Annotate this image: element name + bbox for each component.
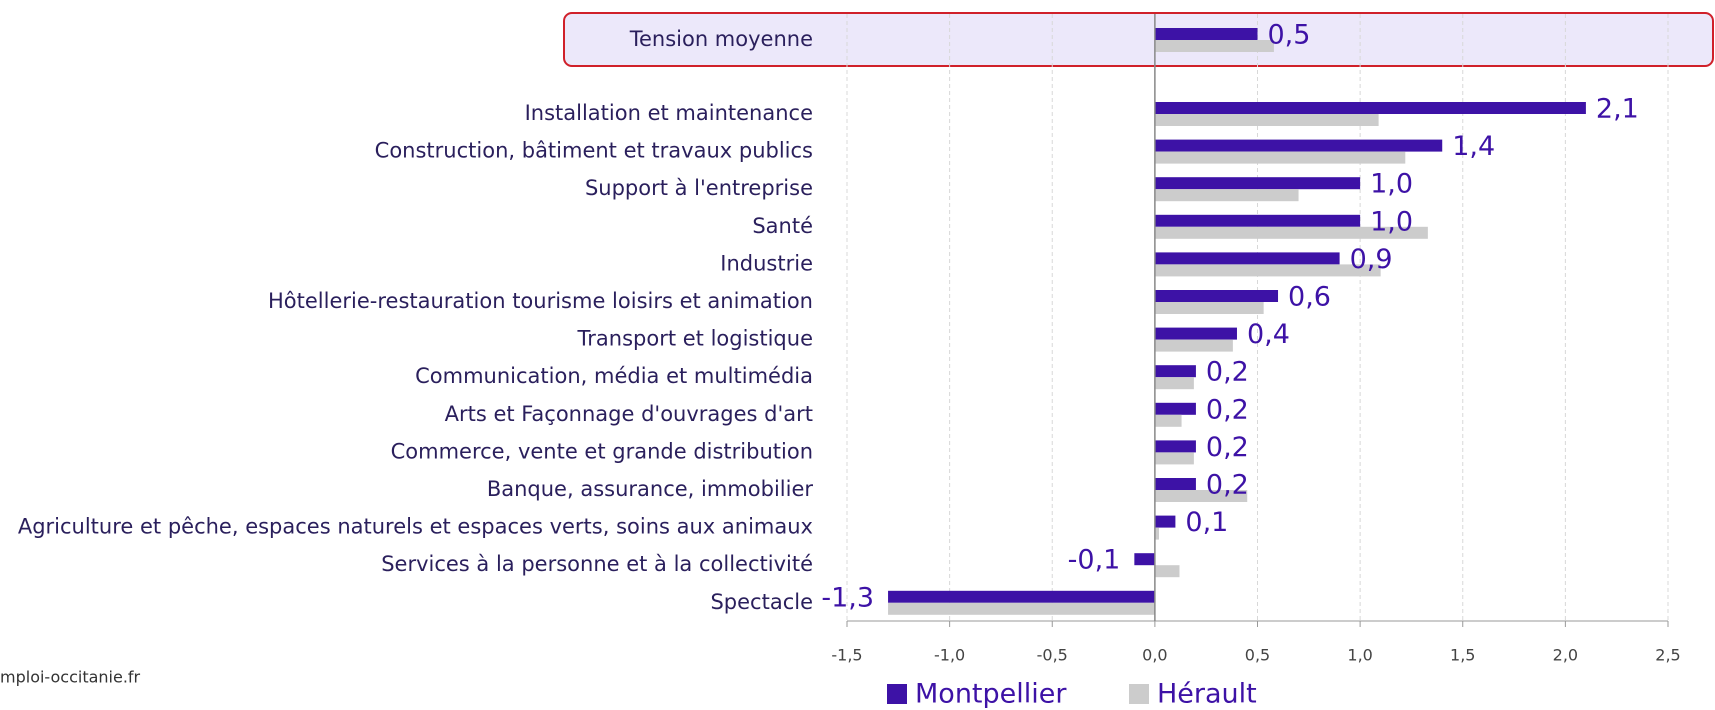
bar <box>1154 527 1159 540</box>
value-label: 1,0 <box>1370 206 1413 237</box>
category-label: Transport et logistique <box>577 327 813 351</box>
value-label: 0,2 <box>1206 394 1249 425</box>
bar <box>1154 377 1194 390</box>
category-label: Construction, bâtiment et travaux public… <box>375 139 813 163</box>
value-label: 0,1 <box>1185 507 1228 538</box>
category-label: Tension moyenne <box>629 27 813 51</box>
x-tick-label: -1,0 <box>934 646 965 665</box>
bar <box>1154 515 1176 528</box>
category-label: Santé <box>752 214 813 238</box>
bar <box>888 602 1155 615</box>
category-label: Agriculture et pêche, espaces naturels e… <box>18 515 813 539</box>
legend-label: Hérault <box>1157 679 1257 710</box>
bar <box>1154 214 1361 227</box>
highlight-box <box>563 12 1714 67</box>
bar <box>1154 28 1258 40</box>
x-tick-label: -0,5 <box>1037 646 1068 665</box>
source: mploi-occitanie.fr <box>0 668 141 687</box>
value-label: 0,5 <box>1268 20 1311 51</box>
x-tick-label: 0,0 <box>1142 646 1167 665</box>
value-label: -0,1 <box>1068 545 1121 576</box>
legend-label: Montpellier <box>915 679 1067 710</box>
bar <box>1154 302 1264 314</box>
category-label: Hôtellerie-restauration tourisme loisirs… <box>268 289 813 313</box>
x-tick-label: 2,5 <box>1655 646 1680 665</box>
bar <box>1154 490 1248 502</box>
bar <box>1154 565 1180 578</box>
value-label: 0,2 <box>1206 432 1249 463</box>
category-label: Services à la personne et à la collectiv… <box>381 552 813 576</box>
bar <box>1154 264 1381 277</box>
value-label: 0,6 <box>1288 282 1331 313</box>
bar <box>1154 478 1196 490</box>
category-label: Communication, média et multimédia <box>415 364 813 388</box>
category-label: Banque, assurance, immobilier <box>487 477 814 501</box>
bar <box>1154 290 1279 302</box>
bar <box>1134 553 1155 566</box>
x-tick-label: -1,5 <box>831 646 862 665</box>
value-label: 0,2 <box>1206 357 1249 388</box>
category-label: Installation et maintenance <box>525 101 813 125</box>
bar <box>1154 452 1194 465</box>
legend-swatch <box>887 684 907 704</box>
bar <box>1154 339 1233 352</box>
bar <box>1154 177 1361 190</box>
bar <box>1154 189 1299 202</box>
bar <box>1154 440 1196 453</box>
category-label: Spectacle <box>710 590 813 614</box>
bar <box>1154 151 1406 164</box>
bar <box>1154 139 1443 152</box>
bar <box>1154 402 1196 415</box>
value-label: 2,1 <box>1596 94 1639 125</box>
bar <box>888 590 1155 603</box>
category-label: Arts et Façonnage d'ouvrages d'art <box>445 402 813 426</box>
bar <box>1154 252 1340 265</box>
value-label: 0,9 <box>1350 244 1393 275</box>
value-label: 1,4 <box>1452 131 1495 162</box>
category-label: Industrie <box>720 251 813 275</box>
bar <box>1154 365 1196 378</box>
x-tick-label: 1,5 <box>1450 646 1475 665</box>
category-label: Support à l'entreprise <box>585 176 813 200</box>
bar <box>1154 327 1237 340</box>
x-tick-label: 0,5 <box>1245 646 1270 665</box>
bar <box>1154 114 1379 126</box>
value-label: -1,3 <box>821 582 874 613</box>
category-label: Commerce, vente et grande distribution <box>391 439 813 463</box>
x-tick-label: 1,0 <box>1347 646 1372 665</box>
bar <box>1154 414 1182 427</box>
bar <box>1154 226 1428 239</box>
value-label: 0,4 <box>1247 319 1290 350</box>
legend-swatch <box>1129 684 1149 704</box>
value-label: 1,0 <box>1370 169 1413 200</box>
bar <box>1154 40 1274 52</box>
x-tick-label: 2,0 <box>1553 646 1578 665</box>
value-label: 0,2 <box>1206 470 1249 501</box>
bar <box>1154 102 1586 114</box>
